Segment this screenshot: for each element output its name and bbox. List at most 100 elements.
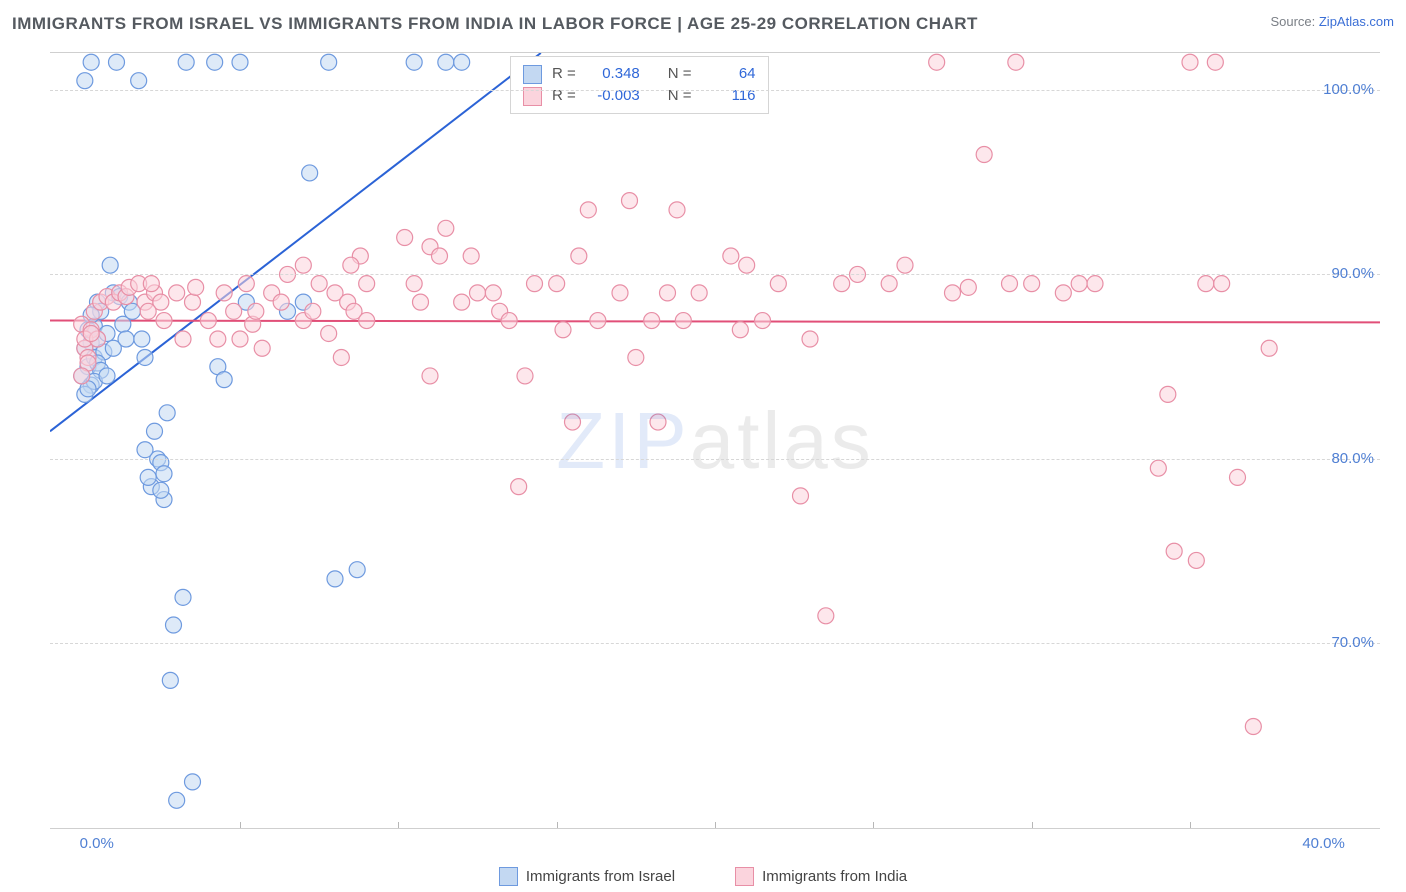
point-india: [580, 202, 596, 218]
y-tick-label: 90.0%: [1331, 265, 1374, 282]
legend-label-india: Immigrants from India: [762, 868, 907, 885]
point-india: [976, 146, 992, 162]
n-label: N =: [668, 85, 692, 107]
point-india: [793, 488, 809, 504]
point-israel: [159, 405, 175, 421]
point-israel: [137, 349, 153, 365]
point-india: [1002, 276, 1018, 292]
point-israel: [156, 466, 172, 482]
source-link[interactable]: ZipAtlas.com: [1319, 14, 1394, 29]
point-india: [622, 193, 638, 209]
legend-label-israel: Immigrants from Israel: [526, 868, 675, 885]
point-india: [650, 414, 666, 430]
point-india: [175, 331, 191, 347]
x-tick: [1032, 822, 1033, 829]
legend-swatch-india: [735, 867, 754, 886]
scatter-svg: [50, 53, 1380, 828]
point-india: [929, 54, 945, 70]
point-india: [881, 276, 897, 292]
point-india: [169, 285, 185, 301]
point-india: [422, 368, 438, 384]
point-india: [628, 349, 644, 365]
point-israel: [162, 672, 178, 688]
point-india: [644, 313, 660, 329]
correlation-legend: R = 0.348 N = 64 R = -0.003 N = 116: [510, 56, 769, 114]
point-india: [527, 276, 543, 292]
point-israel: [175, 589, 191, 605]
legend-item-israel: Immigrants from Israel: [499, 867, 675, 886]
point-india: [1071, 276, 1087, 292]
point-india: [238, 276, 254, 292]
point-india: [143, 276, 159, 292]
point-india: [675, 313, 691, 329]
x-tick-label: 40.0%: [1302, 835, 1345, 852]
point-israel: [406, 54, 422, 70]
point-india: [463, 248, 479, 264]
point-india: [273, 294, 289, 310]
point-israel: [302, 165, 318, 181]
point-israel: [102, 257, 118, 273]
point-india: [612, 285, 628, 301]
point-israel: [169, 792, 185, 808]
point-india: [739, 257, 755, 273]
point-india: [485, 285, 501, 301]
point-india: [660, 285, 676, 301]
n-value-india: 116: [702, 85, 756, 107]
point-india: [691, 285, 707, 301]
point-india: [945, 285, 961, 301]
point-india: [185, 294, 201, 310]
legend-swatch-israel: [499, 867, 518, 886]
point-india: [1198, 276, 1214, 292]
x-tick-label: 0.0%: [80, 835, 114, 852]
x-tick: [240, 822, 241, 829]
point-india: [470, 285, 486, 301]
point-india: [321, 325, 337, 341]
point-india: [1160, 386, 1176, 402]
point-israel: [140, 469, 156, 485]
point-india: [359, 313, 375, 329]
point-india: [1188, 552, 1204, 568]
point-israel: [109, 54, 125, 70]
x-tick: [1190, 822, 1191, 829]
point-israel: [83, 54, 99, 70]
r-value-israel: 0.348: [586, 63, 640, 85]
point-israel: [77, 73, 93, 89]
point-india: [555, 322, 571, 338]
point-india: [723, 248, 739, 264]
point-india: [74, 368, 90, 384]
x-tick: [398, 822, 399, 829]
point-israel: [166, 617, 182, 633]
point-india: [1055, 285, 1071, 301]
point-india: [83, 325, 99, 341]
n-label: N =: [668, 63, 692, 85]
point-israel: [185, 774, 201, 790]
point-india: [311, 276, 327, 292]
plot-area: ZIPatlas R = 0.348 N = 64 R = -0.003 N =…: [50, 52, 1380, 829]
point-india: [413, 294, 429, 310]
point-israel: [147, 423, 163, 439]
r-label: R =: [552, 63, 576, 85]
point-india: [156, 313, 172, 329]
point-india: [1245, 719, 1261, 735]
point-india: [517, 368, 533, 384]
point-india: [1214, 276, 1230, 292]
legend-item-india: Immigrants from India: [735, 867, 907, 886]
point-india: [501, 313, 517, 329]
point-israel: [327, 571, 343, 587]
point-india: [1087, 276, 1103, 292]
point-india: [1150, 460, 1166, 476]
source-citation: Source: ZipAtlas.com: [1270, 14, 1394, 29]
corr-row-india: R = -0.003 N = 116: [523, 85, 756, 107]
point-india: [770, 276, 786, 292]
point-israel: [349, 562, 365, 578]
point-india: [333, 349, 349, 365]
point-india: [1024, 276, 1040, 292]
point-israel: [178, 54, 194, 70]
point-india: [397, 230, 413, 246]
point-india: [140, 303, 156, 319]
x-tick: [873, 822, 874, 829]
point-india: [565, 414, 581, 430]
gridline: [50, 643, 1380, 644]
point-israel: [99, 368, 115, 384]
point-india: [549, 276, 565, 292]
